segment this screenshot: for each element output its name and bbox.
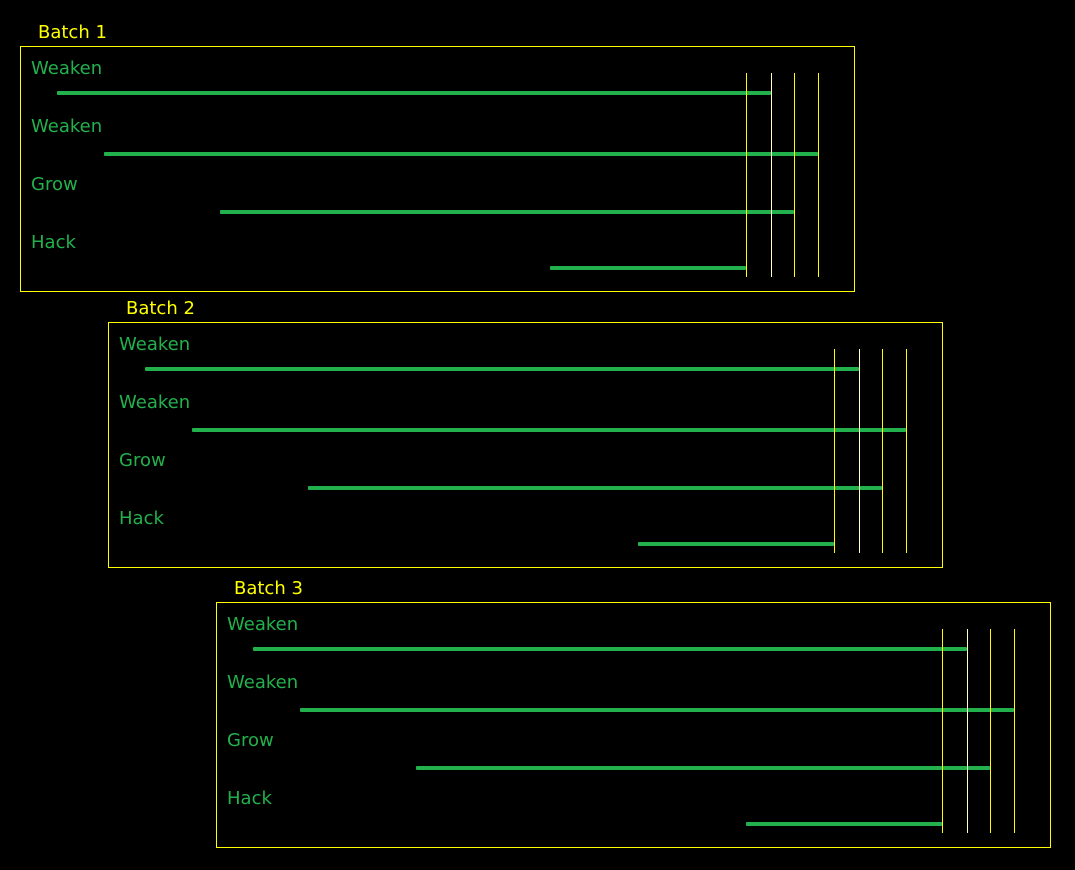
finish-marker-line <box>906 349 907 553</box>
operation-label: Hack <box>31 232 76 253</box>
finish-marker-line <box>818 73 819 277</box>
operation-label: Hack <box>227 788 272 809</box>
operation-bar <box>104 152 818 156</box>
finish-marker-line <box>990 629 991 833</box>
operation-bar <box>220 210 794 214</box>
finish-marker-line <box>942 629 943 833</box>
batch-title: Batch 1 <box>38 22 107 43</box>
operation-label: Grow <box>31 174 78 195</box>
finish-marker-line <box>859 349 860 553</box>
operation-label: Weaken <box>119 334 191 355</box>
operation-label: Weaken <box>227 614 299 635</box>
operation-label: Grow <box>119 450 166 471</box>
finish-marker-line <box>771 73 772 277</box>
finish-marker-line <box>882 349 883 553</box>
operation-bar <box>416 766 990 770</box>
operation-label: Weaken <box>119 392 191 413</box>
batch-title: Batch 2 <box>126 298 195 319</box>
operation-label: Weaken <box>227 672 299 693</box>
operation-bar <box>550 266 746 270</box>
batch-frame <box>108 322 943 568</box>
finish-marker-line <box>746 73 747 277</box>
operation-bar <box>253 647 967 651</box>
finish-marker-line <box>1014 629 1015 833</box>
finish-marker-line <box>967 629 968 833</box>
operation-bar <box>308 486 882 490</box>
operation-label: Weaken <box>31 116 103 137</box>
batch-frame <box>216 602 1051 848</box>
operation-bar <box>57 91 771 95</box>
operation-label: Hack <box>119 508 164 529</box>
finish-marker-line <box>794 73 795 277</box>
finish-marker-line <box>834 349 835 553</box>
operation-bar <box>192 428 906 432</box>
operation-bar <box>300 708 1014 712</box>
operation-bar <box>145 367 859 371</box>
operation-bar <box>746 822 942 826</box>
operation-label: Weaken <box>31 58 103 79</box>
operation-bar <box>638 542 834 546</box>
batch-frame <box>20 46 855 292</box>
batch-title: Batch 3 <box>234 578 303 599</box>
operation-label: Grow <box>227 730 274 751</box>
